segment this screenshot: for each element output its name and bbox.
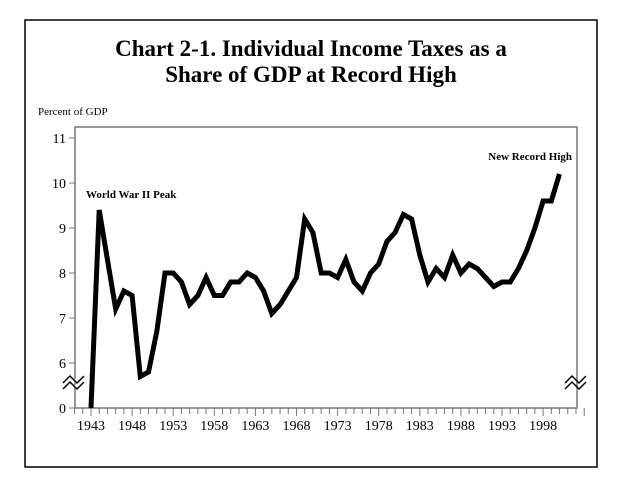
plot-frame (74, 126, 578, 409)
x-tick-label: 1983 (406, 419, 434, 434)
y-tick-label: 7 (59, 312, 66, 327)
annotation-wwii-peak: World War II Peak (86, 189, 177, 201)
x-tick-label: 1963 (241, 419, 269, 434)
y-tick-label: 11 (53, 132, 66, 147)
chart-title-line-1: Chart 2-1. Individual Income Taxes as a (115, 36, 507, 61)
x-tick-label: 1998 (529, 419, 557, 434)
series-line (88, 173, 562, 409)
x-tick-label: 1953 (159, 419, 187, 434)
y-tick-label: 8 (59, 267, 66, 282)
x-tick-label: 1943 (77, 419, 105, 434)
y-tick-label: 0 (59, 402, 66, 417)
x-tick-label: 1988 (447, 419, 475, 434)
y-tick-label: 6 (59, 357, 66, 372)
chart-title-line-2: Share of GDP at Record High (165, 62, 457, 87)
annotation-new-record-high: New Record High (488, 151, 572, 163)
x-tick-label: 1978 (365, 419, 393, 434)
y-axis-label: Percent of GDP (38, 106, 108, 118)
outer-frame (24, 19, 598, 468)
x-tick-label: 1968 (283, 419, 311, 434)
x-tick-label: 1958 (200, 419, 228, 434)
y-tick-label: 9 (59, 222, 66, 237)
y-tick-label: 10 (52, 177, 66, 192)
y-axis-break-left (62, 374, 85, 391)
y-axis-break-right (564, 374, 587, 391)
x-tick-label: 1993 (488, 419, 516, 434)
x-tick-label: 1948 (118, 419, 146, 434)
x-tick-label: 1973 (324, 419, 352, 434)
